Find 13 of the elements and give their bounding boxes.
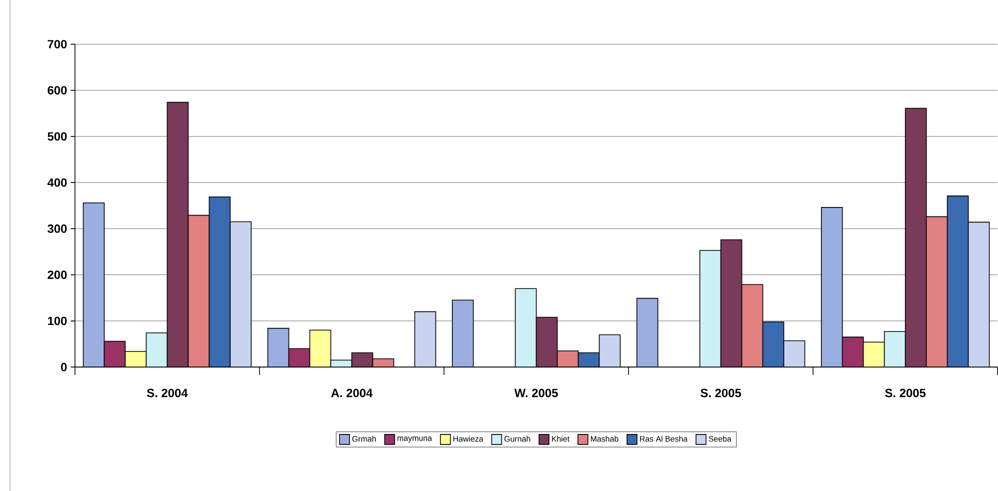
x-tick-label: A. 2004 — [331, 388, 373, 398]
y-tick-label: 100 — [48, 316, 67, 326]
y-tick-label: 700 — [48, 40, 67, 48]
y-tick-label: 500 — [48, 132, 67, 141]
y-tick-label: 0 — [61, 362, 67, 372]
x-tick-label: W. 2005 — [514, 388, 558, 398]
x-tick-label: S. 2005 — [700, 388, 742, 398]
y-tick-label: 600 — [48, 86, 67, 94]
y-tick-label: 200 — [48, 270, 67, 279]
x-tick-label: S. 2005 — [885, 388, 926, 398]
x-tick-label: S. 2004 — [146, 388, 188, 398]
y-tick-label: 400 — [47, 178, 67, 187]
y-tick-label: 300 — [48, 224, 67, 233]
